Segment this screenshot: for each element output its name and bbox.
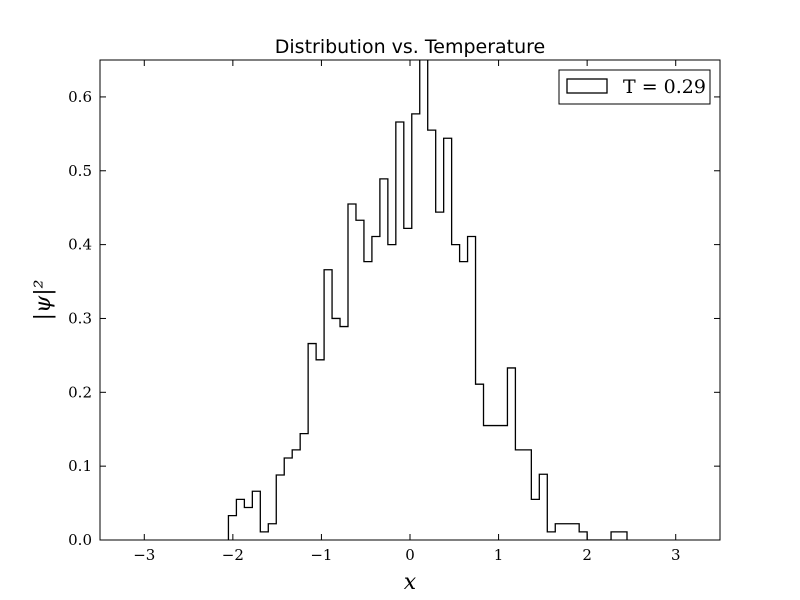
x-tick-label: −1	[310, 546, 332, 564]
x-tick-label: 0	[405, 546, 415, 564]
chart-title: Distribution vs. Temperature	[275, 36, 545, 58]
legend-box	[558, 69, 711, 105]
y-tick-label: 0.2	[68, 383, 92, 401]
y-tick-label: 0.5	[68, 162, 92, 180]
legend-swatch	[566, 78, 608, 94]
y-axis-label: |ψ|²	[31, 280, 56, 321]
y-tick-label: 0.4	[68, 236, 92, 254]
y-tick-label: 0.3	[68, 309, 92, 327]
legend: T = 0.29	[558, 69, 711, 105]
y-tick-label: 0.0	[68, 531, 92, 549]
x-axis-label: x	[404, 570, 417, 595]
x-tick-label: 1	[494, 546, 504, 564]
y-tick-label: 0.6	[68, 88, 92, 106]
x-tick-label: −2	[222, 546, 244, 564]
x-tick-label: 2	[582, 546, 592, 564]
plot-area: −3 −2 −1 0 1 2 3 0.0 0.1 0.2 0.3 0.4 0.5 0.6	[68, 59, 721, 564]
legend-label: T = 0.29	[623, 76, 706, 98]
plot-frame	[99, 59, 721, 541]
x-tick-label: 3	[671, 546, 681, 564]
y-tick-label: 0.1	[68, 457, 92, 475]
x-tick-label: −3	[133, 546, 155, 564]
histogram-step-line	[227, 60, 628, 540]
axis-tick-labels: −3 −2 −1 0 1 2 3 0.0 0.1 0.2 0.3 0.4 0.5 0.6	[68, 88, 680, 564]
